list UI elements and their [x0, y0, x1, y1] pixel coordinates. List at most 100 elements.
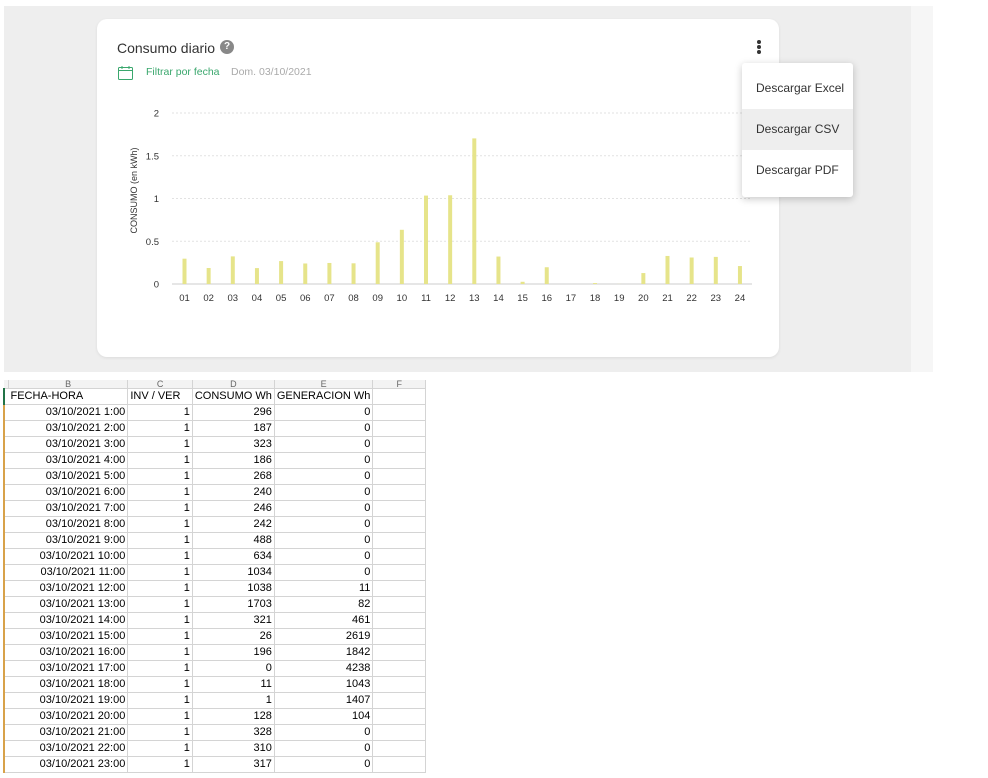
data-cell[interactable]: 82 [274, 596, 374, 613]
data-cell[interactable]: 1 [127, 708, 193, 725]
data-cell[interactable]: 196 [192, 644, 275, 661]
column-letter-header[interactable]: B [8, 380, 129, 389]
data-cell[interactable]: 03/10/2021 22:00 [8, 740, 129, 757]
data-cell[interactable]: 03/10/2021 16:00 [8, 644, 129, 661]
data-cell[interactable]: 1 [127, 596, 193, 613]
data-cell[interactable]: 03/10/2021 11:00 [8, 564, 129, 581]
data-cell[interactable]: 1 [127, 612, 193, 629]
data-cell[interactable]: 03/10/2021 18:00 [8, 676, 129, 693]
data-cell[interactable]: 0 [274, 548, 374, 565]
data-cell[interactable]: 4238 [274, 660, 374, 677]
empty-cell[interactable] [372, 484, 426, 501]
data-cell[interactable]: 321 [192, 612, 275, 629]
header-cell[interactable]: FECHA-HORA [8, 388, 129, 405]
empty-cell[interactable] [372, 580, 426, 597]
data-cell[interactable]: 317 [192, 756, 275, 773]
data-cell[interactable]: 323 [192, 436, 275, 453]
header-cell[interactable] [372, 388, 426, 405]
data-cell[interactable]: 11 [192, 676, 275, 693]
data-cell[interactable]: 2619 [274, 628, 374, 645]
empty-cell[interactable] [372, 548, 426, 565]
data-cell[interactable]: 634 [192, 548, 275, 565]
empty-cell[interactable] [372, 452, 426, 469]
data-cell[interactable]: 1 [127, 404, 193, 421]
data-cell[interactable]: 1 [127, 564, 193, 581]
data-cell[interactable]: 03/10/2021 17:00 [8, 660, 129, 677]
data-cell[interactable]: 242 [192, 516, 275, 533]
download-excel-item[interactable]: Descargar Excel [756, 81, 845, 95]
empty-cell[interactable] [372, 724, 426, 741]
data-cell[interactable]: 0 [274, 564, 374, 581]
data-cell[interactable]: 187 [192, 420, 275, 437]
data-cell[interactable]: 0 [274, 532, 374, 549]
column-letter-header[interactable]: D [192, 380, 275, 389]
data-cell[interactable]: 1034 [192, 564, 275, 581]
data-cell[interactable]: 246 [192, 500, 275, 517]
empty-cell[interactable] [372, 532, 426, 549]
empty-cell[interactable] [372, 468, 426, 485]
question-circle-icon[interactable]: ? [220, 40, 234, 54]
data-cell[interactable]: 1043 [274, 676, 374, 693]
data-cell[interactable]: 03/10/2021 5:00 [8, 468, 129, 485]
data-cell[interactable]: 1 [127, 548, 193, 565]
data-cell[interactable]: 0 [274, 436, 374, 453]
data-cell[interactable]: 296 [192, 404, 275, 421]
data-cell[interactable]: 1 [127, 580, 193, 597]
data-cell[interactable]: 0 [274, 404, 374, 421]
data-cell[interactable]: 03/10/2021 7:00 [8, 500, 129, 517]
data-cell[interactable]: 0 [192, 660, 275, 677]
data-cell[interactable]: 03/10/2021 10:00 [8, 548, 129, 565]
data-cell[interactable]: 03/10/2021 21:00 [8, 724, 129, 741]
data-cell[interactable]: 1 [127, 452, 193, 469]
data-cell[interactable]: 1038 [192, 580, 275, 597]
data-cell[interactable]: 03/10/2021 8:00 [8, 516, 129, 533]
data-cell[interactable]: 26 [192, 628, 275, 645]
data-cell[interactable]: 03/10/2021 13:00 [8, 596, 129, 613]
empty-cell[interactable] [372, 612, 426, 629]
data-cell[interactable]: 1 [127, 692, 193, 709]
data-cell[interactable]: 328 [192, 724, 275, 741]
calendar-icon[interactable] [118, 66, 133, 80]
header-cell[interactable]: CONSUMO Wh [192, 388, 275, 405]
data-cell[interactable]: 03/10/2021 6:00 [8, 484, 129, 501]
empty-cell[interactable] [372, 692, 426, 709]
empty-cell[interactable] [372, 660, 426, 677]
data-cell[interactable]: 03/10/2021 9:00 [8, 532, 129, 549]
data-cell[interactable]: 0 [274, 500, 374, 517]
data-cell[interactable]: 1 [127, 484, 193, 501]
data-cell[interactable]: 1 [127, 756, 193, 773]
empty-cell[interactable] [372, 420, 426, 437]
data-cell[interactable]: 0 [274, 420, 374, 437]
column-letter-header[interactable]: C [127, 380, 193, 389]
data-cell[interactable]: 0 [274, 740, 374, 757]
data-cell[interactable]: 03/10/2021 23:00 [8, 756, 129, 773]
empty-cell[interactable] [372, 756, 426, 773]
empty-cell[interactable] [372, 628, 426, 645]
empty-cell[interactable] [372, 596, 426, 613]
data-cell[interactable]: 03/10/2021 1:00 [8, 404, 129, 421]
data-cell[interactable]: 240 [192, 484, 275, 501]
data-cell[interactable]: 104 [274, 708, 374, 725]
data-cell[interactable]: 1 [127, 660, 193, 677]
download-pdf-item[interactable]: Descargar PDF [756, 163, 839, 177]
data-cell[interactable]: 03/10/2021 2:00 [8, 420, 129, 437]
data-cell[interactable]: 1 [127, 644, 193, 661]
data-cell[interactable]: 03/10/2021 4:00 [8, 452, 129, 469]
data-cell[interactable]: 1703 [192, 596, 275, 613]
data-cell[interactable]: 03/10/2021 20:00 [8, 708, 129, 725]
data-cell[interactable]: 03/10/2021 3:00 [8, 436, 129, 453]
data-cell[interactable]: 1 [127, 420, 193, 437]
data-cell[interactable]: 0 [274, 468, 374, 485]
download-csv-item[interactable]: Descargar CSV [742, 109, 853, 150]
empty-cell[interactable] [372, 740, 426, 757]
data-cell[interactable]: 268 [192, 468, 275, 485]
data-cell[interactable]: 1 [127, 500, 193, 517]
header-cell[interactable]: INV / VER [127, 388, 193, 405]
empty-cell[interactable] [372, 516, 426, 533]
data-cell[interactable]: 1 [127, 628, 193, 645]
data-cell[interactable]: 310 [192, 740, 275, 757]
data-cell[interactable]: 1 [127, 436, 193, 453]
data-cell[interactable]: 488 [192, 532, 275, 549]
data-cell[interactable]: 03/10/2021 19:00 [8, 692, 129, 709]
column-letter-header[interactable]: E [274, 380, 374, 389]
